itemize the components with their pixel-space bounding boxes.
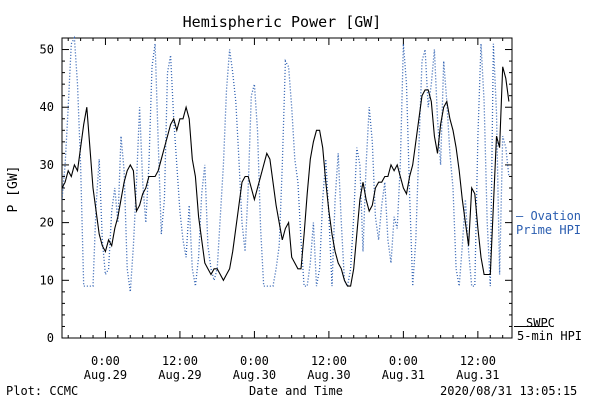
x-tick-time: 12:00 [311, 354, 347, 368]
plot-frame [61, 37, 513, 339]
x-tick-date: Aug.31 [382, 368, 425, 382]
y-tick-label: 20 [40, 216, 54, 230]
plot-timestamp: 2020/08/31 13:05:15 [440, 384, 578, 398]
legend-ovation: — Ovation Prime HPI [516, 209, 581, 237]
x-tick-time: 0:00 [240, 354, 269, 368]
x-tick-time: 12:00 [162, 354, 198, 368]
y-axis-label: P [GW] [6, 165, 21, 213]
x-tick-date: Aug.29 [158, 368, 201, 382]
legend-ovation-line2: Prime HPI [516, 223, 582, 237]
y-tick-label: 50 [40, 43, 54, 57]
legend-swpc-line1: SWPC [526, 316, 555, 330]
legend-ovation-line1: — Ovation [516, 209, 582, 223]
chart-title: Hemispheric Power [GW] [182, 13, 382, 31]
x-tick-time: 12:00 [460, 354, 496, 368]
y-tick-label: 10 [40, 273, 54, 287]
x-tick-date: Aug.30 [307, 368, 350, 382]
x-tick-time: 0:00 [389, 354, 418, 368]
x-tick-date: Aug.31 [456, 368, 499, 382]
x-tick-time: 0:00 [91, 354, 120, 368]
x-tick-date: Aug.29 [84, 368, 127, 382]
y-tick-label: 30 [40, 158, 54, 172]
legend-swpc: SWPC 5-min HPI [517, 317, 582, 343]
plot-credit: Plot: CCMC [6, 384, 79, 398]
y-tick-label: 40 [40, 100, 54, 114]
x-axis-label: Date and Time [249, 384, 343, 398]
legend-swpc-line2: 5-min HPI [517, 329, 583, 343]
x-tick-date: Aug.30 [233, 368, 276, 382]
series-ovation-prime-line [62, 35, 510, 292]
series-swpc-line [62, 66, 510, 287]
y-tick-label: 0 [47, 331, 54, 345]
